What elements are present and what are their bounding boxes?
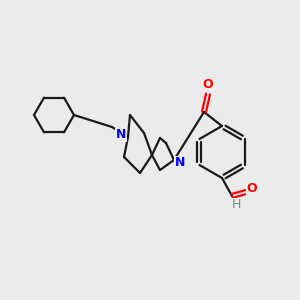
Text: N: N <box>175 157 185 169</box>
Text: N: N <box>116 128 126 142</box>
Text: O: O <box>203 79 213 92</box>
Text: H: H <box>231 199 241 212</box>
Text: O: O <box>247 182 257 196</box>
